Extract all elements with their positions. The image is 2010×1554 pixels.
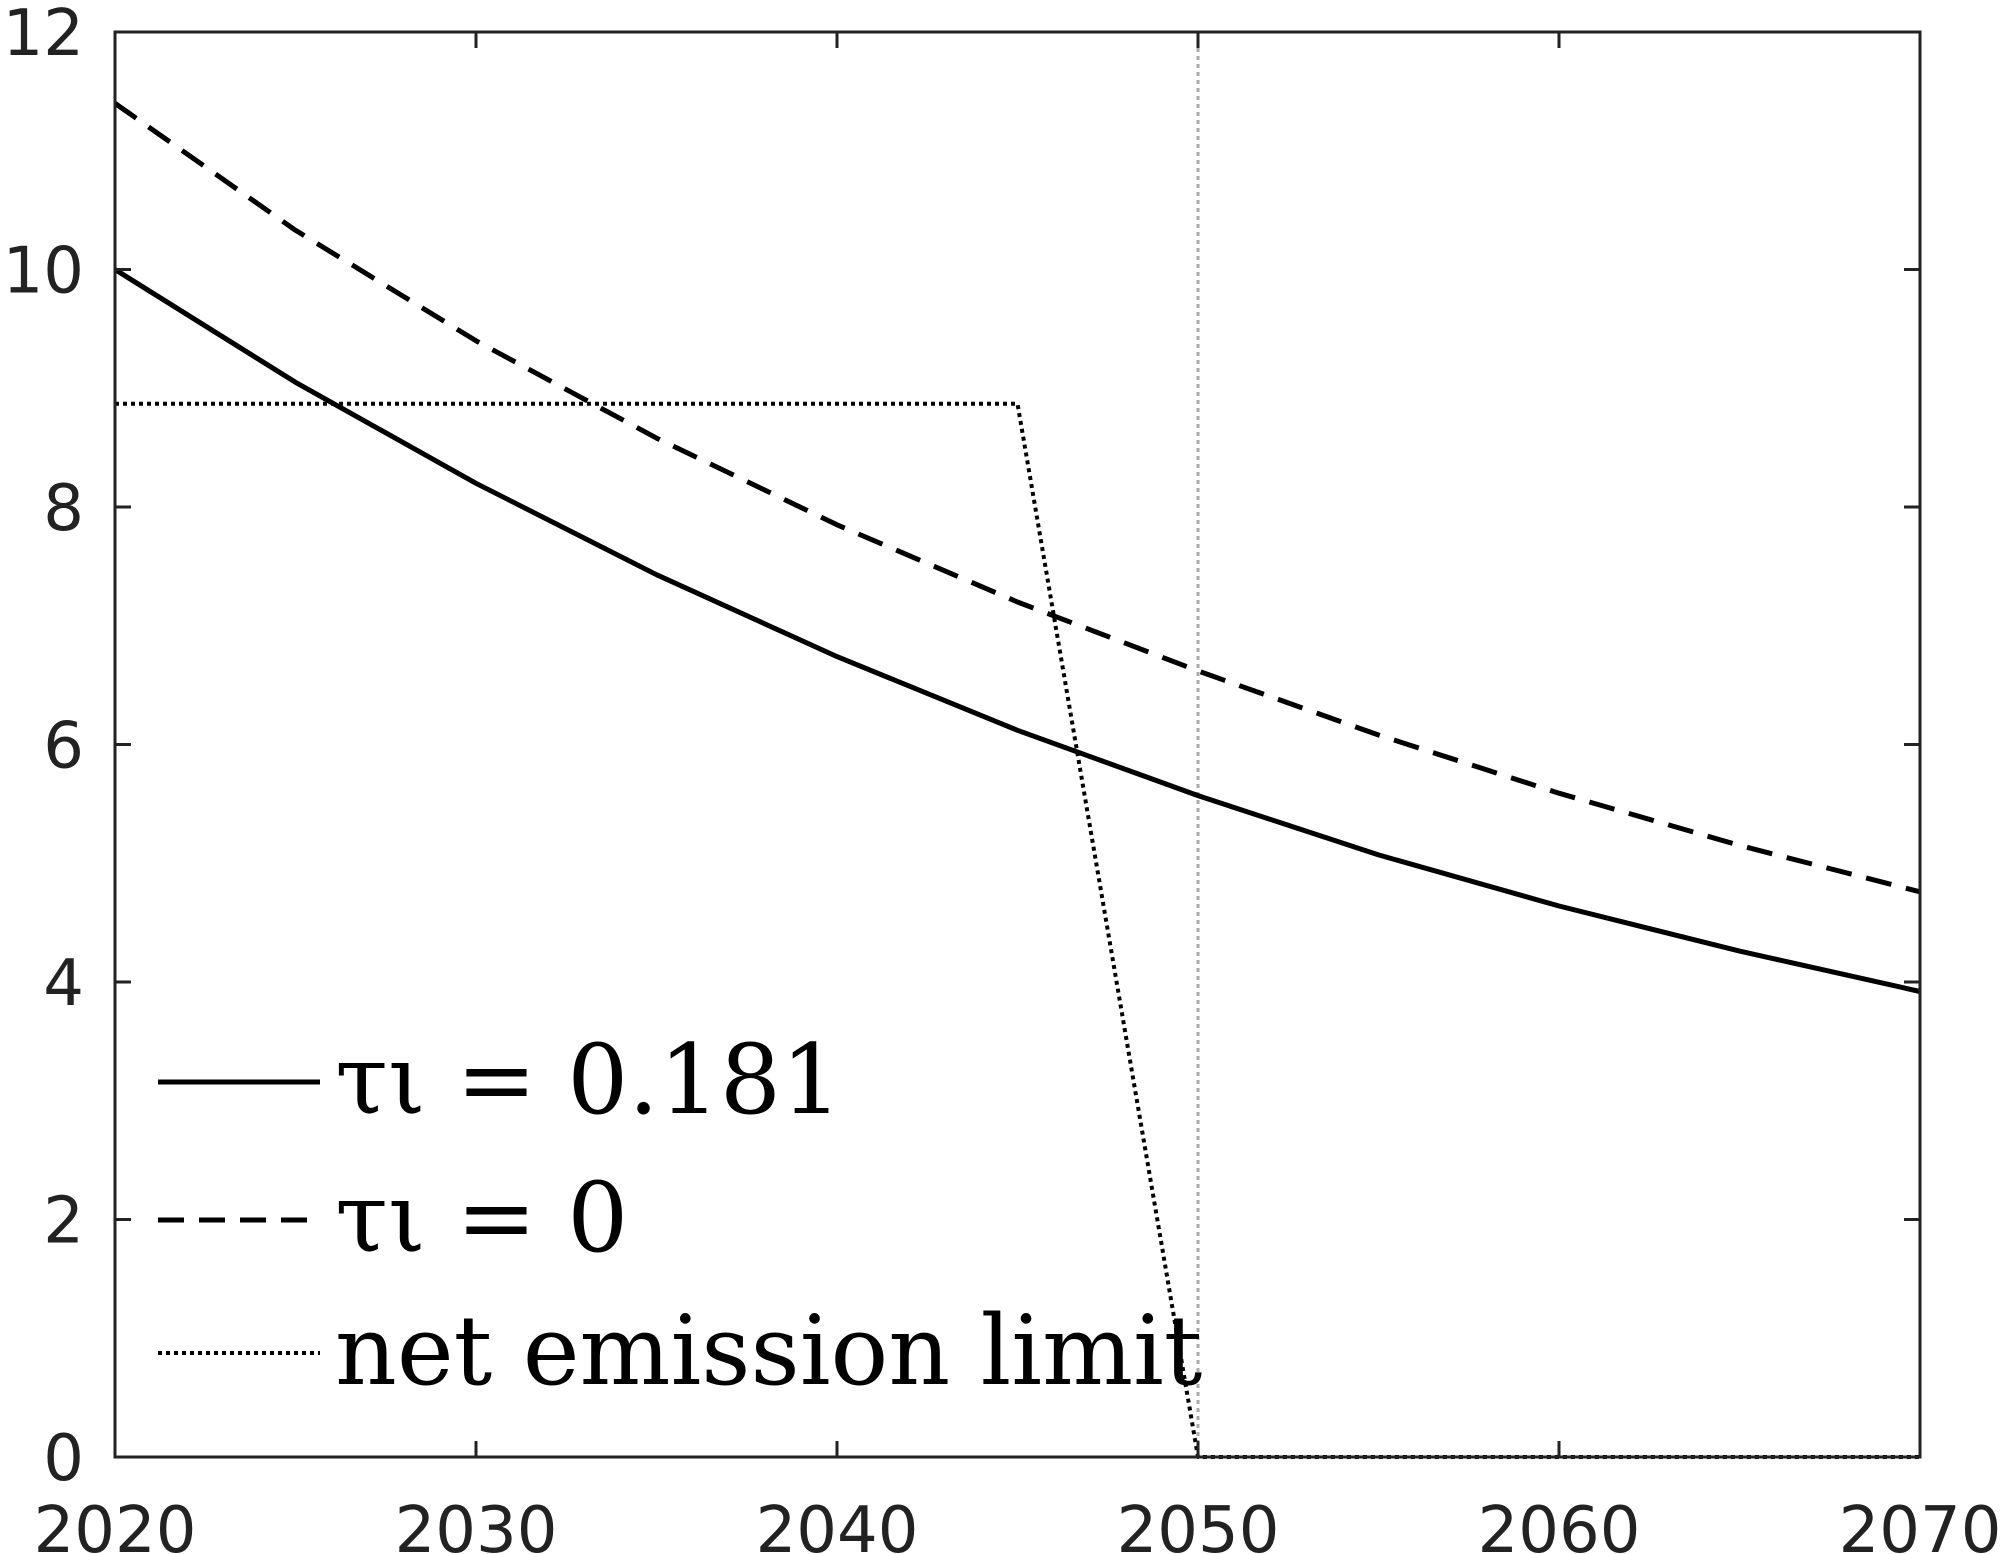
y-tick-label: 4: [43, 947, 84, 1021]
legend-entry-1: τι = 0: [158, 1162, 628, 1274]
x-tick-label: 2060: [1478, 1494, 1641, 1554]
legend-label-2: net emission limit: [335, 1295, 1202, 1407]
series-line-dotted: [115, 401, 1920, 1459]
y-tick-label: 12: [3, 0, 84, 71]
series-lines: [113, 101, 1921, 1459]
legend: τι = 0.181 τι = 0 net emission limit: [158, 1024, 1202, 1407]
legend-entry-0: τι = 0.181: [158, 1024, 842, 1136]
x-tick-label: 2030: [395, 1494, 558, 1554]
legend-label-1: τι = 0: [335, 1162, 628, 1274]
y-tick-label: 10: [3, 235, 84, 309]
y-tick-label: 6: [43, 710, 84, 784]
x-tick-label: 2070: [1839, 1494, 2002, 1554]
x-tick-label: 2020: [34, 1494, 197, 1554]
axis-ticks: 2020 2030 2040 2050 2060 2070 0 2 4 6 8 10 12: [3, 0, 2002, 1554]
x-tick-label: 2050: [1117, 1494, 1280, 1554]
legend-entry-2: net emission limit: [158, 1295, 1202, 1407]
legend-label-0: τι = 0.181: [335, 1024, 842, 1136]
series-line-solid: [113, 267, 1921, 994]
series-line-dashed: [113, 101, 1921, 895]
x-tick-label: 2040: [756, 1494, 919, 1554]
y-tick-label: 8: [43, 472, 84, 546]
y-tick-label: 2: [43, 1185, 84, 1259]
y-tick-label: 0: [43, 1422, 84, 1496]
